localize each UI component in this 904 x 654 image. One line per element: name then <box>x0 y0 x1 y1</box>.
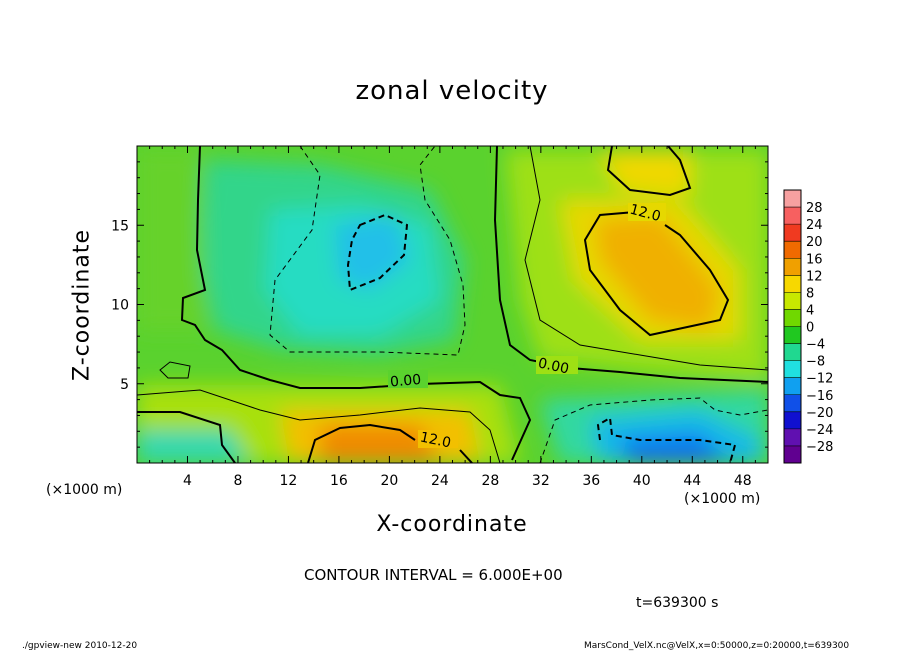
time-label: t=639300 s <box>636 595 719 611</box>
y-tick-label: 5 <box>120 377 129 393</box>
colorbar-swatch <box>784 445 801 464</box>
field-region-pos-bottom-max <box>320 425 440 463</box>
x-tick-label: 28 <box>481 473 499 489</box>
field-region-pos-core <box>595 215 720 330</box>
colorbar-swatch <box>784 190 801 208</box>
contour-label-12-upper: 12.0 <box>628 202 662 226</box>
contours <box>137 146 768 463</box>
colorbar-label: −16 <box>806 389 833 404</box>
x-tick-label: 36 <box>582 473 600 489</box>
colorbar-label: −20 <box>806 406 833 421</box>
contour-label-12-bottom: 12.0 <box>419 429 453 451</box>
x-axis-unit-left: (×1000 m) <box>46 482 123 498</box>
chart-title: zonal velocity <box>355 76 549 106</box>
colorbar-label: 12 <box>806 269 823 284</box>
contour-small-left <box>159 361 191 379</box>
colorbar-swatch <box>784 275 801 293</box>
contour-interval-label: CONTOUR INTERVAL = 6.000E+00 <box>304 566 563 584</box>
x-axis-title: X-coordinate <box>376 512 528 537</box>
x-tick-label: 44 <box>683 473 701 489</box>
contour-12-bottom-b <box>459 449 473 463</box>
colorbar-swatch <box>784 343 801 362</box>
x-tick-label: 20 <box>380 473 398 489</box>
colorbar-label: 24 <box>806 218 823 233</box>
colorbar-label: 28 <box>806 201 823 216</box>
colorbar-label: −28 <box>806 440 833 455</box>
y-axis-ticks: 5 10 15 <box>111 161 768 448</box>
contour-zero-left <box>180 146 532 461</box>
colorbar-label: −24 <box>806 423 833 438</box>
colorbar-swatch <box>784 360 801 379</box>
colorbar-swatch <box>784 207 801 225</box>
contour-6-upper <box>524 146 768 371</box>
colorbar-swatch <box>784 309 801 327</box>
x-tick-label: 4 <box>183 473 192 489</box>
colorbar-label: 20 <box>806 235 823 250</box>
x-tick-label: 16 <box>330 473 348 489</box>
x-tick-label: 32 <box>532 473 550 489</box>
x-tick-label: 24 <box>431 473 449 489</box>
y-tick-label: 10 <box>111 298 129 314</box>
contour-zero-bottom-left <box>137 411 236 463</box>
colorbar-swatch <box>784 224 801 242</box>
y-axis-title: Z-coordinate <box>69 229 95 381</box>
field-blobs <box>137 150 768 463</box>
y-tick-label: 15 <box>111 218 129 234</box>
x-tick-label: 12 <box>280 473 298 489</box>
x-tick-label: 48 <box>734 473 752 489</box>
field-region-neg-bottom-min <box>620 435 730 463</box>
colorbar: 28 24 20 16 12 8 4 0 −4 −8 −12 −16 −20 −24 −28 <box>783 189 833 464</box>
x-axis-unit-right: (×1000 m) <box>684 491 761 507</box>
field-region-green-left <box>137 150 205 330</box>
x-tick-label: 40 <box>633 473 651 489</box>
colorbar-label: −8 <box>806 355 825 370</box>
contour-neg12-bottom <box>596 416 737 463</box>
contour-12-top <box>606 146 692 197</box>
colorbar-swatch <box>784 326 801 345</box>
contour-labels: 0.00 0.00 12.0 12.0 <box>388 202 666 452</box>
footer-right-label: MarsCond_VelX.nc@VelX,x=0:50000,z=0:2000… <box>584 641 850 651</box>
field-region-neg-min <box>335 215 410 290</box>
colorbar-swatch <box>784 241 801 259</box>
contour-zero-right <box>493 146 768 383</box>
contour-label-zero-right: 0.00 <box>537 355 571 377</box>
colorbar-label: 16 <box>806 252 823 267</box>
footer-left-label: ./gpview-new 2010-12-20 <box>22 641 138 651</box>
contour-12-upper <box>583 211 730 337</box>
contour-12-bottom <box>307 423 416 463</box>
colorbar-label: 0 <box>806 321 814 336</box>
contour-neg12 <box>346 213 409 292</box>
contour-neg6-outer <box>269 146 466 356</box>
colorbar-swatch <box>784 428 801 447</box>
x-tick-label: 8 <box>233 473 242 489</box>
colorbar-swatch <box>784 394 801 413</box>
colorbar-label: −4 <box>806 338 825 353</box>
colorbar-label: −12 <box>806 372 833 387</box>
x-axis-ticks: 4 8 12 16 20 24 28 32 36 40 44 48 <box>149 146 756 489</box>
colorbar-swatch <box>784 292 801 310</box>
contour-6-lower <box>137 389 501 463</box>
colorbar-swatch <box>784 411 801 430</box>
colorbar-swatch <box>784 258 801 276</box>
colorbar-label: 4 <box>806 303 814 318</box>
colorbar-label: 8 <box>806 286 814 301</box>
contour-neg6-bottom <box>539 397 768 463</box>
contour-label-zero-left: 0.00 <box>389 372 421 391</box>
colorbar-swatch <box>784 377 801 396</box>
